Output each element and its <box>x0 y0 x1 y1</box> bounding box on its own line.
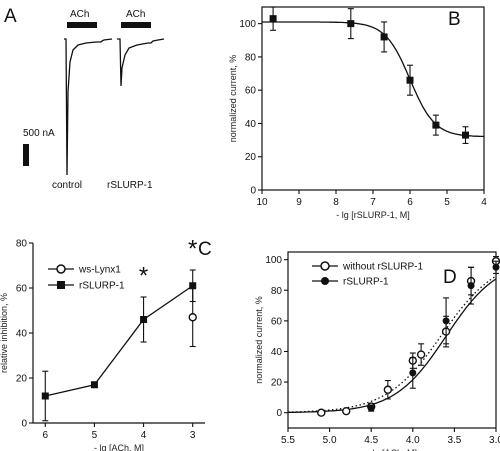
y-tick-label: 0 <box>21 419 27 430</box>
data-point <box>140 316 148 323</box>
y-tick-label: 80 <box>271 286 283 297</box>
data-point <box>380 33 388 41</box>
x-tick-label: 3.0 <box>489 435 500 446</box>
x-tick-label: 10 <box>256 197 268 208</box>
x-tick-label: 4 <box>481 197 487 208</box>
x-tick-label: 5 <box>444 197 450 208</box>
y-tick-label: 100 <box>265 255 282 266</box>
x-axis-label: - lg [ACh, M] <box>367 448 417 451</box>
x-tick-label: 3.5 <box>447 435 461 446</box>
data-point <box>189 282 197 290</box>
legend-label: without rSLURP-1 <box>342 262 423 273</box>
panel-d-chart: 5.5 5.0 4.5 4.0 3.5 3.0 0 20 40 60 80 100 - lg [ACh,… <box>254 251 500 451</box>
data-point <box>409 369 417 377</box>
x-tick-label: 4 <box>141 430 147 441</box>
y-tick-label: 80 <box>245 52 257 63</box>
legend-marker <box>320 261 330 271</box>
trace-label-rslurp: rSLURP-1 <box>107 180 153 191</box>
y-tick-label: 80 <box>16 239 28 250</box>
y-tick-label: 60 <box>271 316 283 327</box>
series-line <box>45 285 194 397</box>
y-axis-label: normalized current, % <box>254 296 264 384</box>
x-tick-label: 9 <box>296 197 302 208</box>
legend-label: rSLURP-1 <box>343 277 389 288</box>
data-point <box>90 381 98 389</box>
x-tick-label: 4.5 <box>364 435 378 446</box>
panel-label-a: A <box>4 6 17 27</box>
data-point <box>406 76 414 84</box>
ach-application-bar-1 <box>67 22 97 28</box>
ach-application-bar-2 <box>121 22 151 28</box>
data-point <box>383 385 393 394</box>
panel-label-c: C <box>198 239 212 260</box>
data-point <box>416 350 426 359</box>
y-axis-label: relative inhibition, % <box>0 293 9 373</box>
data-point <box>367 404 375 412</box>
y-tick-label: 40 <box>16 329 28 340</box>
scale-bar-label: 500 nA <box>23 128 55 139</box>
data-point <box>41 392 49 400</box>
legend-marker <box>321 277 329 285</box>
fit-curve <box>287 275 497 413</box>
ach-bar-label-1: ACh <box>70 9 89 20</box>
data-point <box>317 408 326 417</box>
y-tick-label: 40 <box>271 347 283 358</box>
ach-bar-label-2: ACh <box>126 9 145 20</box>
data-point <box>462 131 469 139</box>
legend-label: rSLURP-1 <box>79 281 125 292</box>
x-tick-label: 3 <box>190 430 196 441</box>
rslurp-current-trace <box>117 38 165 87</box>
data-point <box>442 317 450 325</box>
data-point <box>342 406 351 416</box>
y-tick-label: 100 <box>239 19 256 30</box>
data-point <box>188 313 197 322</box>
panel-label-b: B <box>448 9 461 30</box>
x-axis-label: - lg [ACh, M] <box>94 443 144 451</box>
y-tick-label: 40 <box>245 119 257 130</box>
x-tick-label: 5 <box>92 430 98 441</box>
data-point <box>269 15 277 23</box>
x-tick-label: 8 <box>333 197 339 208</box>
x-tick-label: 5.5 <box>281 435 295 446</box>
panel-c-chart: 6 5 4 3 0 20 40 60 80 - lg [ACh, M] relative inhib… <box>0 236 205 451</box>
y-axis-label: normalized current, % <box>228 55 238 143</box>
y-tick-label: 20 <box>16 374 28 385</box>
control-current-trace <box>64 38 113 176</box>
x-tick-label: 6 <box>43 430 49 441</box>
fit-curve <box>262 21 485 138</box>
trace-label-control: control <box>52 180 82 191</box>
plot-frame <box>287 251 497 429</box>
x-tick-label: 6 <box>407 197 413 208</box>
panel-a: ACh ACh 500 nA control rSLURP-1 <box>23 9 165 191</box>
data-point <box>432 121 440 129</box>
y-tick-label: 60 <box>245 86 257 97</box>
scale-bar <box>23 144 29 166</box>
x-tick-label: 5.0 <box>323 435 337 446</box>
significance-asterisk: * <box>188 236 197 263</box>
legend-marker <box>57 281 65 289</box>
x-tick-label: 4.0 <box>406 435 420 446</box>
y-tick-label: 20 <box>245 152 257 163</box>
legend-marker <box>56 264 66 274</box>
y-tick-label: 60 <box>16 284 28 295</box>
x-tick-label: 7 <box>370 197 376 208</box>
data-point <box>492 263 500 271</box>
y-tick-label: 0 <box>250 186 256 197</box>
fit-curve <box>287 278 497 414</box>
plot-frame <box>261 6 485 191</box>
legend-label: ws-Lynx1 <box>78 265 121 276</box>
data-point <box>467 282 475 290</box>
y-tick-label: 20 <box>271 378 283 389</box>
y-tick-label: 0 <box>276 408 282 419</box>
x-axis-label: - lg [rSLURP-1, M] <box>336 210 410 220</box>
data-point <box>347 20 355 28</box>
significance-asterisk: * <box>139 263 148 290</box>
panel-label-d: D <box>443 267 457 288</box>
